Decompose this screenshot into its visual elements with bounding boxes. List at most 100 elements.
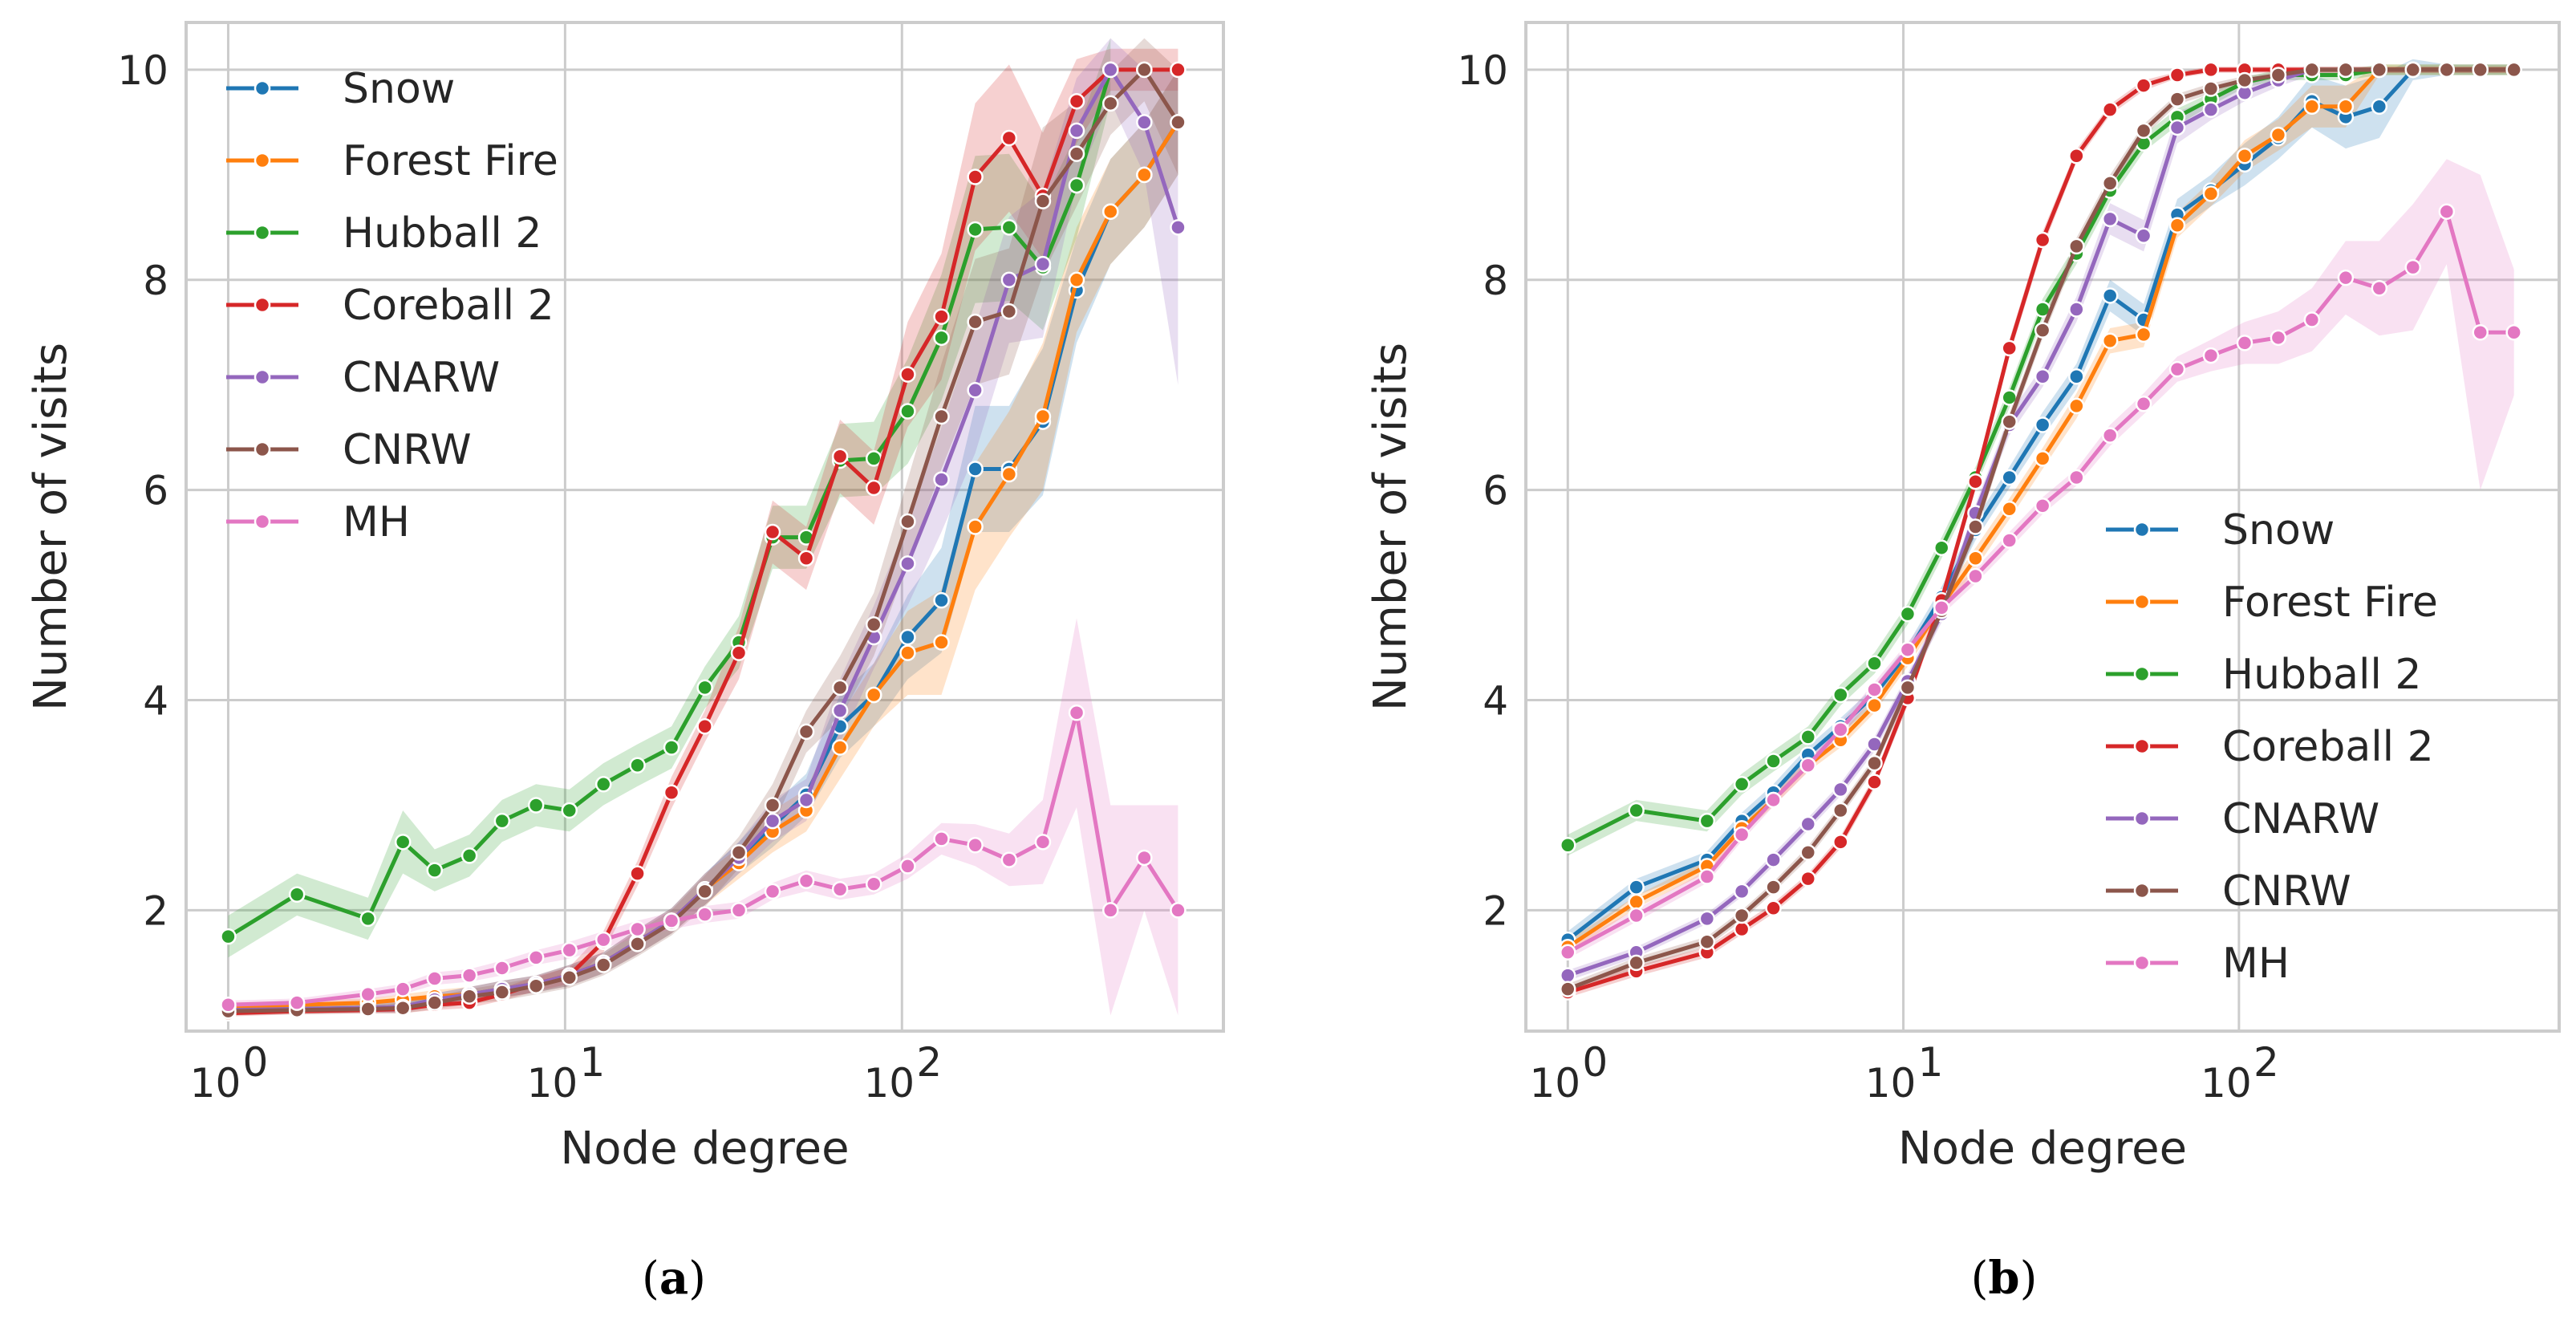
point-cnrw: [2472, 61, 2489, 79]
point-hubball-2: [1733, 776, 1750, 793]
plot-frame: [1524, 21, 2561, 1033]
point-cnrw: [1102, 95, 1119, 112]
point-mh: [359, 985, 376, 1003]
point-forest-fire: [2101, 332, 2119, 349]
point-cnarw: [933, 471, 950, 488]
point-mh: [1698, 868, 1716, 885]
point-cnarw: [1000, 271, 1018, 289]
point-forest-fire: [933, 634, 950, 651]
point-mh: [1799, 757, 1817, 774]
point-coreball-2: [2168, 67, 2186, 83]
legend-marker: [2133, 593, 2151, 611]
point-snow: [2001, 469, 2018, 486]
point-mh: [1000, 851, 1018, 868]
y-tick-label: 4: [143, 678, 168, 725]
point-cnrw: [797, 723, 815, 741]
point-hubball-2: [1560, 836, 1576, 854]
point-coreball-2: [865, 479, 882, 497]
point-mh: [426, 970, 444, 987]
point-mh: [1933, 599, 1950, 616]
point-coreball-2: [1000, 129, 1018, 147]
point-mh: [899, 858, 916, 875]
point-cnrw: [1832, 802, 1849, 819]
point-forest-fire: [2068, 397, 2085, 415]
plot-frame: [185, 21, 1225, 1033]
x-tick-label: 10: [1529, 1060, 1580, 1107]
legend-marker: [254, 224, 271, 242]
point-cnrw: [2337, 61, 2355, 79]
series-lines: [1560, 61, 2522, 1001]
point-cnarw: [1102, 61, 1119, 79]
legend-marker: [2133, 882, 2151, 900]
x-axis-label: Node degree: [560, 1123, 849, 1175]
series-cnarw: [1560, 61, 2321, 984]
grid: [1526, 22, 2559, 1031]
point-mh: [1170, 902, 1187, 919]
band-mh: [228, 618, 1178, 1016]
panel-caption: (a): [642, 1252, 706, 1305]
legend-label: Hubball 2: [343, 209, 542, 258]
point-hubball-2: [1698, 812, 1716, 830]
point-cnarw: [967, 382, 984, 399]
point-cnrw: [2202, 80, 2220, 97]
point-coreball-2: [730, 644, 748, 661]
point-hubball-2: [1799, 729, 1817, 745]
point-mh: [2101, 427, 2119, 444]
point-mh: [2404, 258, 2421, 276]
point-hubball-2: [1000, 219, 1018, 236]
point-cnrw: [460, 988, 478, 1005]
point-coreball-2: [1866, 774, 1883, 790]
legend-label: Snow: [343, 65, 455, 113]
y-tick-label: 2: [143, 887, 168, 934]
legend-marker: [2133, 810, 2151, 827]
grid: [186, 22, 1223, 1031]
point-hubball-2: [460, 847, 478, 864]
legend-marker: [2133, 521, 2151, 538]
x-tick-exponent: 1: [1918, 1039, 1944, 1086]
point-snow: [2371, 98, 2388, 115]
point-hubball-2: [1832, 686, 1849, 704]
point-coreball-2: [2202, 61, 2220, 79]
point-coreball-2: [2135, 77, 2152, 94]
point-mh: [1832, 721, 1849, 738]
point-mh: [1560, 944, 1576, 961]
point-mh: [1733, 826, 1750, 843]
series-cnrw: [1560, 61, 2522, 997]
point-coreball-2: [831, 448, 849, 465]
point-hubball-2: [899, 403, 916, 420]
point-forest-fire: [2236, 148, 2253, 164]
point-cnrw: [696, 883, 713, 900]
legend-marker: [254, 441, 271, 458]
point-cnrw: [1799, 844, 1817, 861]
panel-caption: (b): [1971, 1252, 2038, 1305]
point-cnrw: [730, 844, 748, 861]
band-coreball-2: [1568, 67, 2514, 998]
point-snow: [2034, 416, 2051, 433]
legend-item-cnarw: CNARW: [2106, 795, 2379, 843]
point-coreball-2: [1068, 92, 1085, 110]
legend-label: MH: [343, 498, 410, 546]
point-cnrw: [2168, 91, 2186, 108]
x-tick-label: 10: [527, 1060, 578, 1107]
point-cnrw: [527, 977, 545, 994]
point-cnarw: [1560, 967, 1576, 984]
point-hubball-2: [1765, 753, 1782, 770]
point-hubball-2: [594, 776, 612, 793]
band-forest-fire: [228, 69, 1178, 1012]
point-cnrw: [933, 408, 950, 425]
legend-label: CNRW: [2222, 867, 2351, 916]
legend-label: CNARW: [2222, 795, 2379, 843]
point-mh: [394, 981, 412, 997]
point-snow: [2101, 287, 2119, 304]
point-cnarw: [1799, 815, 1817, 833]
point-cnrw: [2270, 67, 2287, 83]
point-mh: [764, 883, 781, 900]
point-cnarw: [899, 555, 916, 572]
legend-label: Hubball 2: [2222, 651, 2421, 699]
point-coreball-2: [1967, 473, 1984, 490]
point-mh: [2505, 324, 2522, 341]
point-cnrw: [2438, 61, 2456, 79]
point-cnrw: [629, 936, 646, 952]
point-mh: [527, 949, 545, 966]
point-cnarw: [2202, 101, 2220, 118]
